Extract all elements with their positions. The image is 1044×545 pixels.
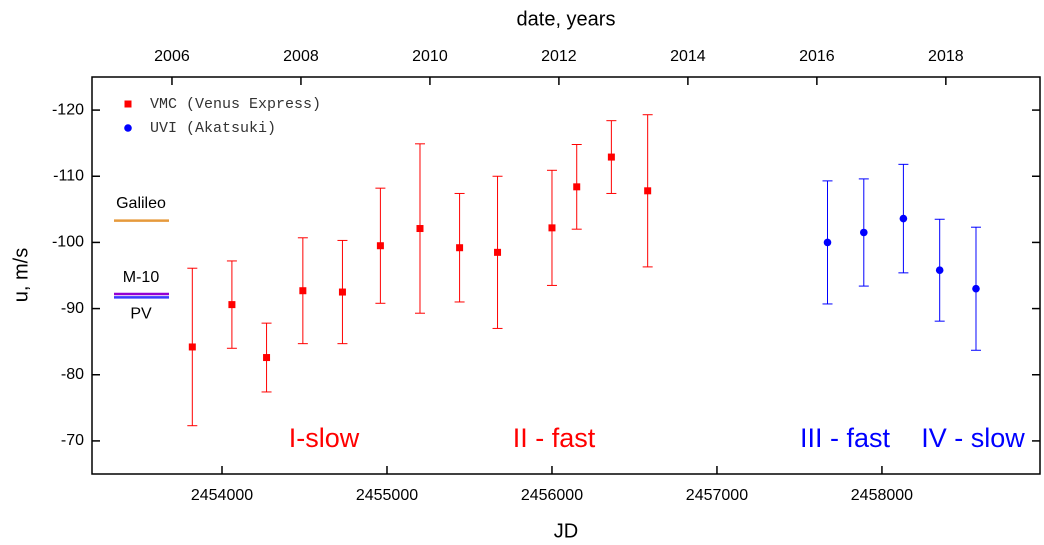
point <box>263 354 271 362</box>
y-tick-label: -100 <box>52 234 84 251</box>
point <box>188 343 196 351</box>
y-tick-label: -120 <box>52 101 84 118</box>
x2-tick-label: 2006 <box>154 48 190 65</box>
legend-label: VMC (Venus Express) <box>150 96 321 113</box>
x2-tick-label: 2010 <box>412 48 448 65</box>
x2-tick-label: 2012 <box>541 48 577 65</box>
annotation: II - fast <box>513 423 596 453</box>
x-tick-label: 2454000 <box>191 487 253 504</box>
y-axis-title: u, m/s <box>10 248 32 302</box>
point <box>494 248 502 256</box>
x2-axis-title: date, years <box>517 8 616 30</box>
annotation: I-slow <box>289 423 360 453</box>
x-axis-title: JD <box>554 520 578 542</box>
reference-label: M-10 <box>123 269 160 286</box>
plot-frame <box>91 76 1041 475</box>
point <box>644 187 652 195</box>
y-tick-label: -110 <box>53 167 84 184</box>
point <box>972 284 980 293</box>
x-tick-label: 2456000 <box>521 487 583 504</box>
x2-tick-label: 2018 <box>928 48 964 65</box>
annotation: IV - slow <box>921 423 1025 453</box>
point <box>456 244 464 252</box>
x-tick-label: 2458000 <box>851 487 913 504</box>
point <box>859 228 868 237</box>
x2-tick-label: 2016 <box>799 48 835 65</box>
reference-label: PV <box>130 306 152 323</box>
y-tick-label: -70 <box>61 432 84 449</box>
annotation: III - fast <box>800 423 891 453</box>
reference-label: Galileo <box>116 195 166 212</box>
point <box>823 238 832 247</box>
legend-marker <box>124 100 132 108</box>
point <box>573 183 581 191</box>
y-tick-label: -80 <box>61 366 84 383</box>
x-tick-label: 2455000 <box>356 487 418 504</box>
legend-label: UVI (Akatsuki) <box>150 120 276 137</box>
y-tick-label: -90 <box>61 300 84 317</box>
x2-tick-label: 2014 <box>670 48 706 65</box>
point <box>548 224 556 232</box>
point <box>416 225 424 233</box>
point <box>376 242 384 250</box>
x2-tick-label: 2008 <box>283 48 319 65</box>
point <box>338 288 346 296</box>
point <box>899 214 908 223</box>
point <box>935 266 944 275</box>
x-tick-label: 2457000 <box>686 487 748 504</box>
point <box>228 301 236 309</box>
legend-marker <box>124 124 132 132</box>
point <box>607 153 615 161</box>
point <box>299 287 307 295</box>
